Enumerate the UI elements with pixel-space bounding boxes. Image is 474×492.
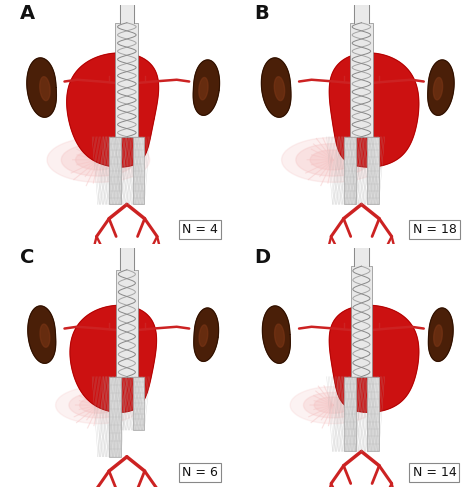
- Text: N = 4: N = 4: [182, 223, 218, 236]
- Polygon shape: [133, 137, 144, 204]
- Text: N = 14: N = 14: [412, 466, 456, 479]
- Polygon shape: [310, 150, 356, 170]
- Polygon shape: [329, 53, 419, 167]
- Polygon shape: [263, 306, 290, 363]
- Polygon shape: [434, 325, 442, 346]
- Polygon shape: [350, 23, 373, 137]
- Polygon shape: [194, 308, 219, 361]
- Polygon shape: [75, 150, 121, 170]
- Polygon shape: [282, 137, 384, 183]
- Polygon shape: [367, 137, 379, 204]
- Polygon shape: [351, 266, 372, 377]
- Text: A: A: [20, 4, 35, 23]
- Polygon shape: [40, 324, 50, 347]
- Text: D: D: [255, 247, 271, 267]
- Polygon shape: [262, 58, 291, 117]
- Polygon shape: [367, 377, 379, 452]
- Polygon shape: [274, 324, 284, 347]
- Polygon shape: [428, 308, 453, 361]
- Polygon shape: [344, 377, 356, 452]
- Polygon shape: [199, 325, 208, 346]
- Polygon shape: [80, 397, 117, 413]
- Polygon shape: [133, 377, 144, 430]
- Text: C: C: [20, 247, 34, 267]
- Polygon shape: [433, 77, 443, 100]
- Polygon shape: [67, 53, 158, 167]
- Polygon shape: [428, 60, 454, 115]
- Polygon shape: [274, 77, 284, 101]
- Polygon shape: [199, 77, 208, 100]
- Polygon shape: [28, 306, 56, 363]
- Polygon shape: [27, 58, 56, 117]
- Text: N = 18: N = 18: [412, 223, 456, 236]
- Polygon shape: [69, 393, 128, 418]
- Text: B: B: [255, 4, 269, 23]
- Polygon shape: [344, 137, 356, 204]
- Polygon shape: [109, 377, 121, 457]
- Polygon shape: [290, 387, 376, 424]
- Polygon shape: [55, 387, 141, 424]
- Polygon shape: [61, 144, 136, 176]
- Polygon shape: [116, 270, 137, 377]
- Polygon shape: [193, 60, 219, 115]
- Polygon shape: [109, 137, 121, 204]
- Polygon shape: [115, 23, 138, 137]
- Polygon shape: [70, 306, 156, 412]
- Polygon shape: [329, 306, 419, 412]
- Polygon shape: [47, 137, 150, 183]
- Polygon shape: [303, 393, 362, 418]
- Text: N = 6: N = 6: [182, 466, 218, 479]
- Polygon shape: [296, 144, 370, 176]
- Polygon shape: [40, 77, 50, 101]
- Polygon shape: [314, 397, 352, 413]
